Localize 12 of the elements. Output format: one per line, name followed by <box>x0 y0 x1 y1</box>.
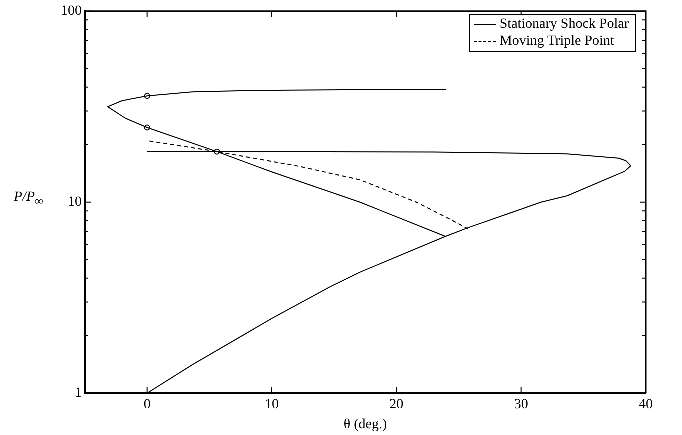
x-tick-label: 0 <box>144 397 151 412</box>
x-tick-label: 10 <box>265 397 279 412</box>
x-tick-label: 30 <box>514 397 528 412</box>
y-tick-label: 1 <box>75 386 82 402</box>
legend-label: Moving Triple Point <box>500 33 614 50</box>
x-axis-title: θ (deg.) <box>344 417 388 432</box>
y-tick-label: 100 <box>61 4 82 20</box>
y-tick-label: 10 <box>68 195 82 210</box>
y-axis-title: P/P$_{∞}$ <box>14 190 44 208</box>
legend-label: Stationary Shock Polar <box>500 16 629 33</box>
x-tick-label: 40 <box>639 397 653 412</box>
x-tick-label: 20 <box>390 397 404 412</box>
